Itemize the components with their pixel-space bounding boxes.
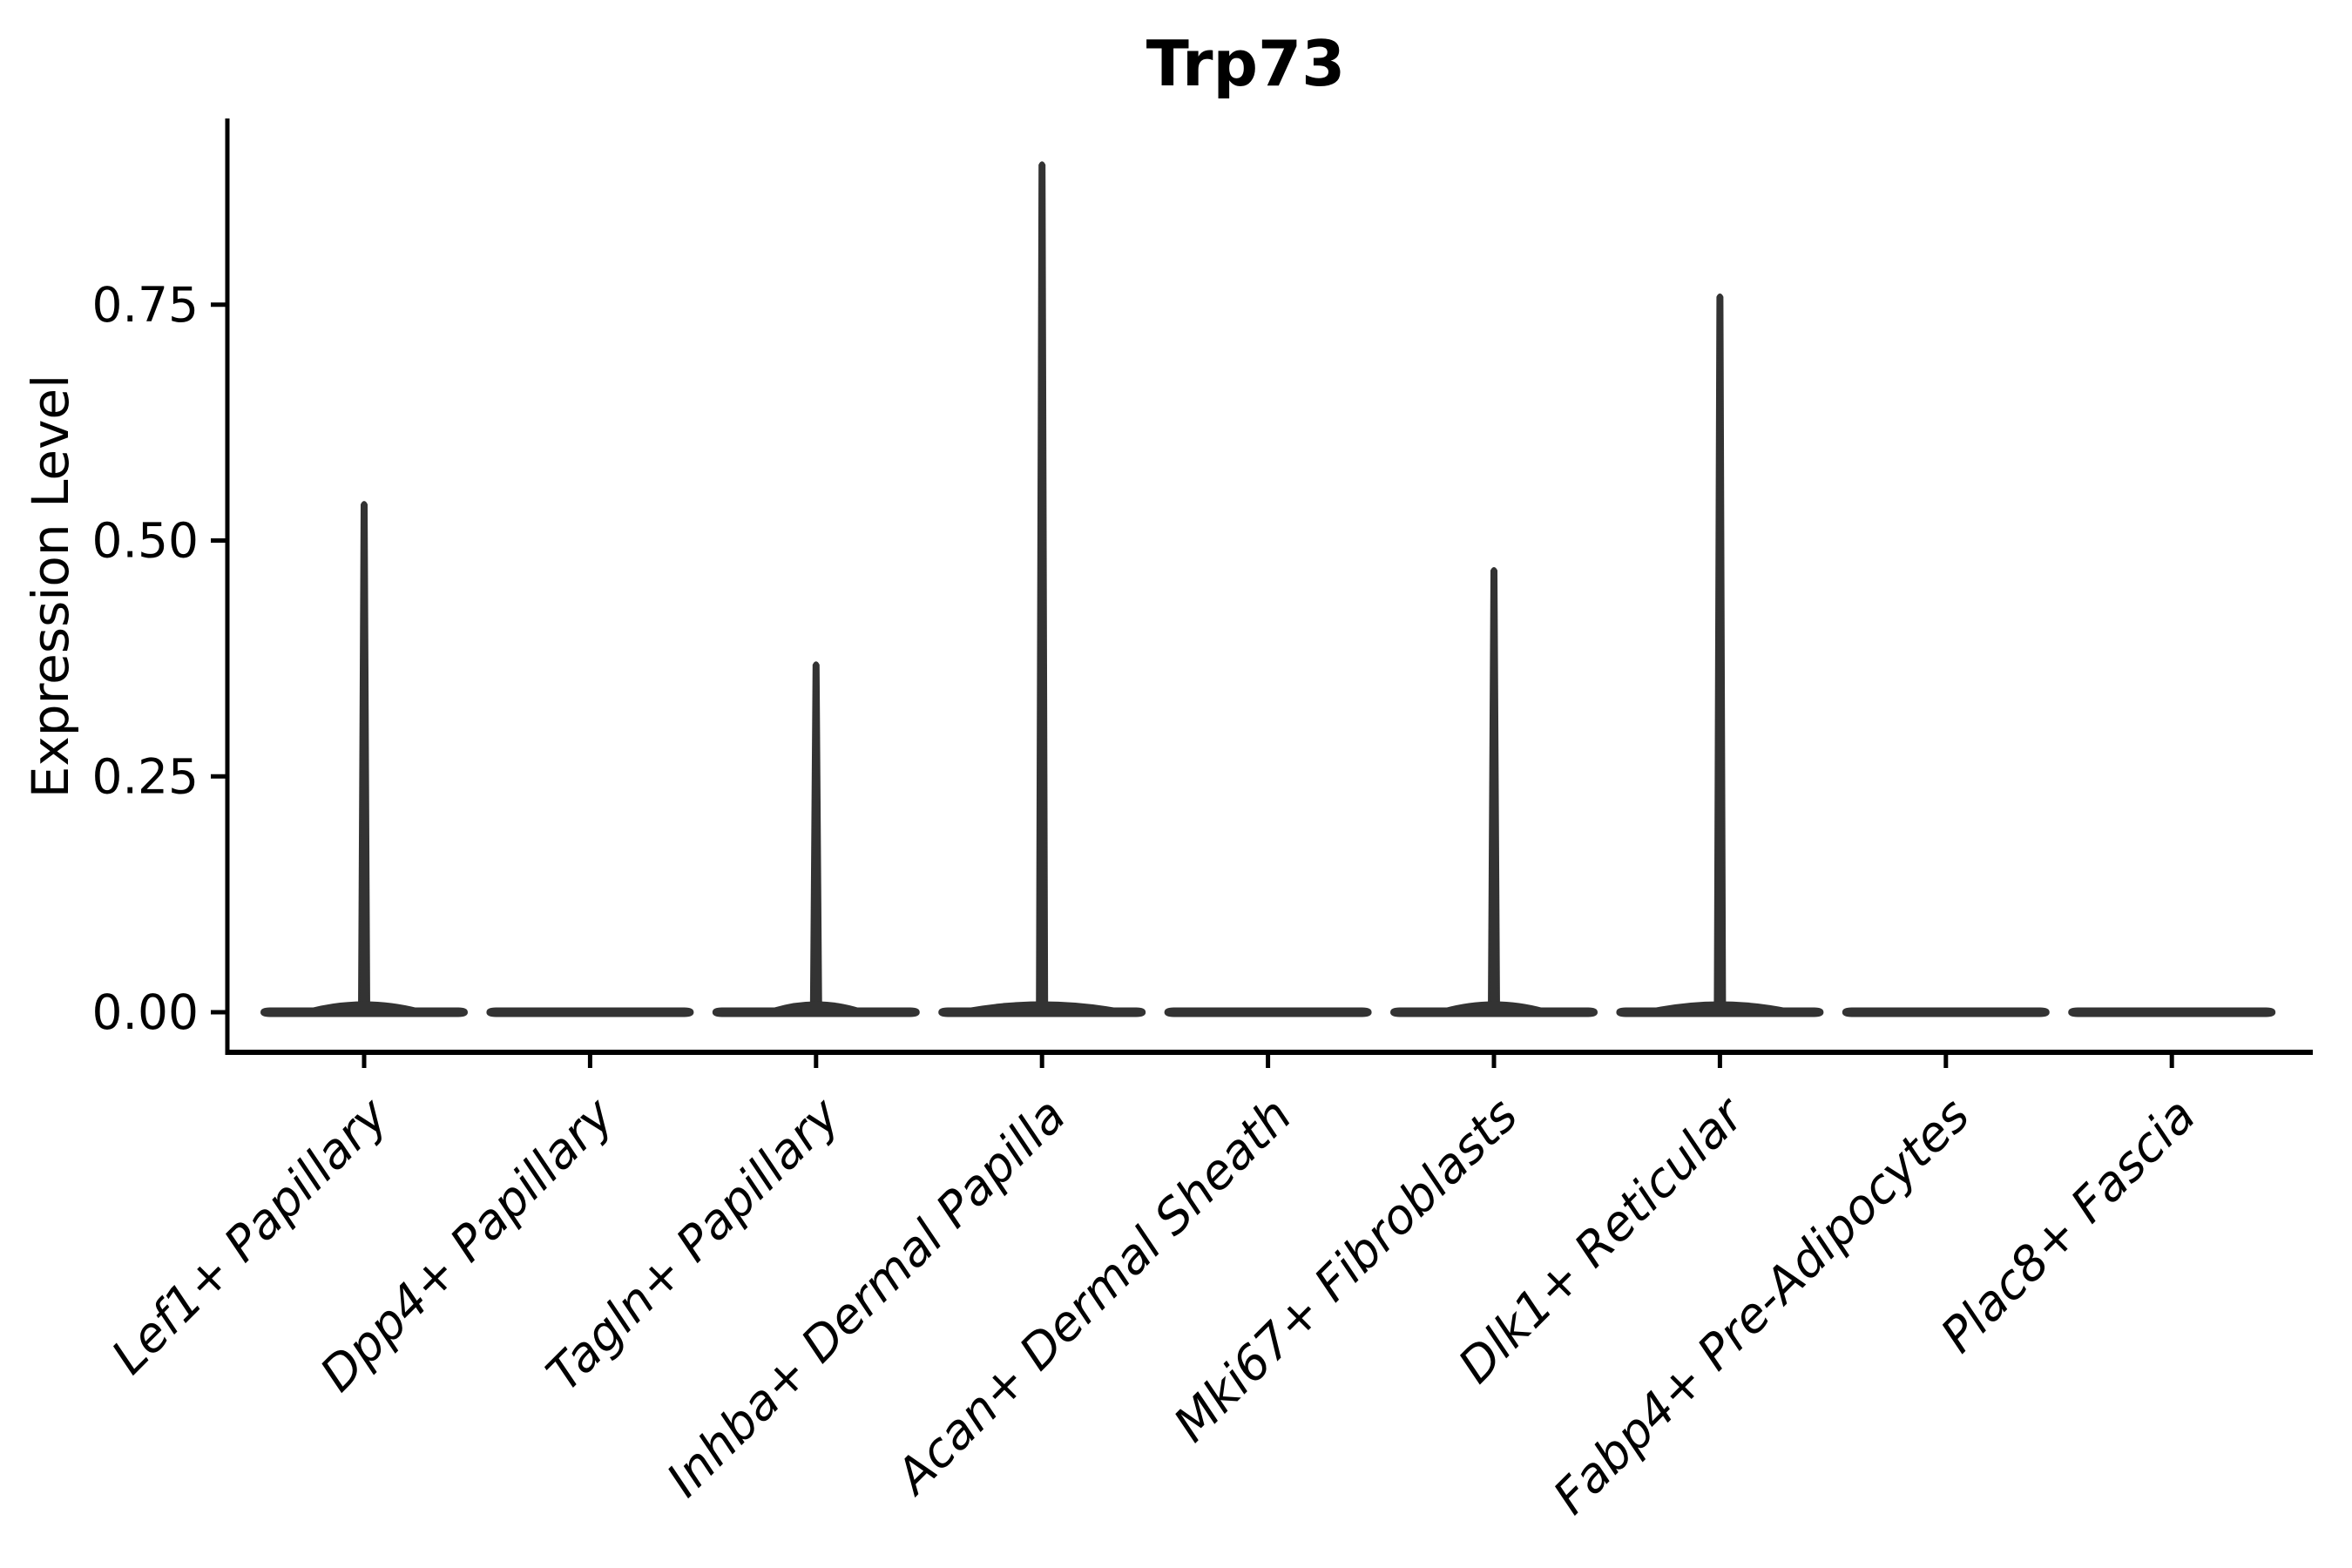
violin-3	[712, 661, 920, 1017]
chart-title: Trp73	[1146, 27, 1345, 100]
violin-base-bump	[309, 1001, 419, 1009]
violin-2	[486, 1007, 694, 1017]
violin-7	[1616, 293, 1824, 1017]
violin-9	[2068, 1007, 2276, 1017]
y-axis-label: Expression Level	[21, 375, 80, 798]
y-axis-ticks: 0.00 0.25 0.50 0.75	[92, 277, 227, 1040]
x-tick-label: Fabp4+ Pre-Adipocytes	[1543, 1087, 1980, 1524]
violin-body	[1616, 1007, 1824, 1017]
violin-body	[486, 1007, 694, 1017]
violin-base-bump	[965, 1001, 1119, 1009]
x-tick-label: Inhba+ Dermal Papilla	[656, 1087, 1076, 1507]
violin-spike	[1036, 161, 1049, 1011]
violin-1	[260, 501, 468, 1017]
violin-4	[938, 161, 1146, 1017]
y-tick-label: 0.00	[92, 984, 199, 1040]
violin-body	[1390, 1007, 1598, 1017]
violin-spike	[809, 661, 822, 1011]
violin-5	[1164, 1007, 1372, 1017]
violin-8	[1842, 1007, 2050, 1017]
violin-body	[260, 1007, 468, 1017]
violin-spike	[358, 501, 370, 1011]
violin-6	[1390, 567, 1598, 1017]
y-tick-label: 0.25	[92, 748, 199, 804]
violin-body	[1164, 1007, 1372, 1017]
violins	[260, 161, 2276, 1017]
y-tick-label: 0.75	[92, 277, 199, 333]
violin-body	[938, 1007, 1146, 1017]
y-tick-label: 0.50	[92, 513, 199, 569]
violin-body	[712, 1007, 920, 1017]
violin-spike	[1488, 567, 1500, 1011]
violin-body	[1842, 1007, 2050, 1017]
violin-base-bump	[1443, 1001, 1544, 1009]
x-tick-label: Acan+ Dermal Sheath	[883, 1087, 1302, 1506]
violin-base-bump	[1652, 1001, 1788, 1009]
violin-base-bump	[771, 1001, 861, 1009]
violin-body	[2068, 1007, 2276, 1017]
violin-spike	[1713, 293, 1727, 1011]
